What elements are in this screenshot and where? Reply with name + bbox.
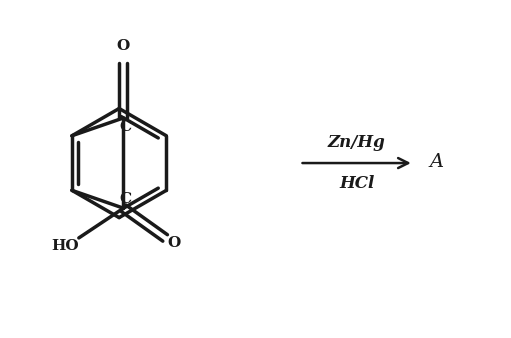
- Text: Zn/Hg: Zn/Hg: [328, 134, 385, 151]
- Text: C: C: [120, 192, 131, 206]
- Text: O: O: [168, 236, 181, 250]
- Text: A: A: [430, 153, 444, 171]
- Text: C: C: [120, 120, 131, 134]
- Text: HCl: HCl: [339, 175, 375, 192]
- Text: O: O: [117, 40, 130, 53]
- Text: HO: HO: [51, 239, 79, 253]
